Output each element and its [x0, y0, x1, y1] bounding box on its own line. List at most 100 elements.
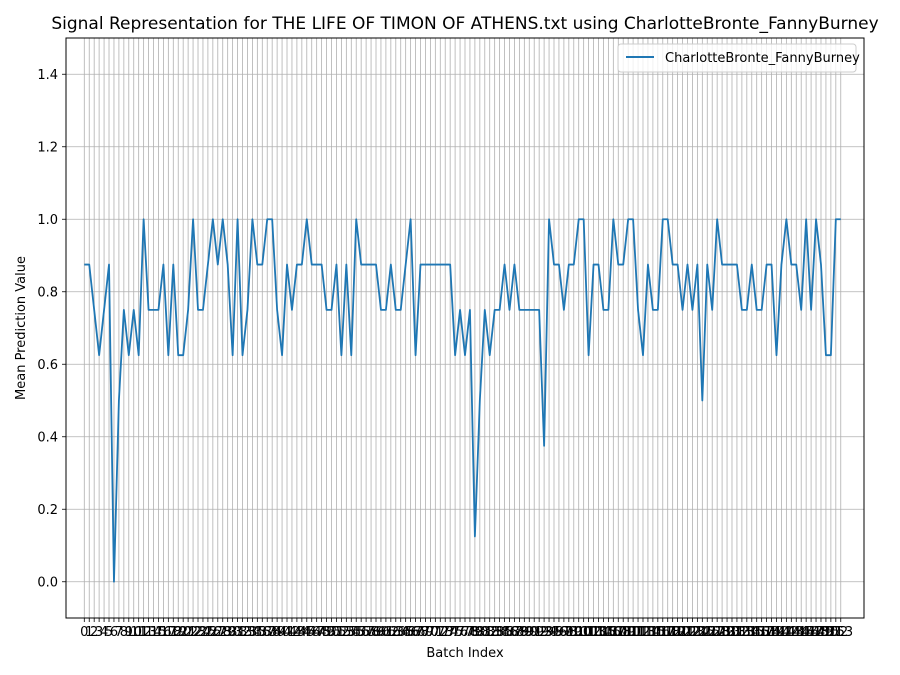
- x-tick-label: 152: [823, 625, 848, 640]
- x-tick-label: 40: [274, 625, 291, 640]
- x-tick-label: 143: [779, 625, 804, 640]
- x-tick-label: 127: [700, 625, 725, 640]
- x-tick-label: 107: [601, 625, 626, 640]
- x-tick-label: 68: [412, 625, 429, 640]
- x-tick-label: 100: [566, 625, 591, 640]
- x-tick-label: 59: [368, 625, 385, 640]
- x-tick-label: 15: [150, 625, 167, 640]
- x-tick-label: 64: [392, 625, 409, 640]
- x-tick-label: 85: [496, 625, 513, 640]
- y-tick-label: 0.6: [37, 358, 58, 373]
- x-tick-label: 58: [363, 625, 380, 640]
- x-tick-label: 23: [190, 625, 207, 640]
- x-tick-label: 142: [774, 625, 799, 640]
- x-tick-label: 133: [729, 625, 754, 640]
- x-tick-label: 43: [289, 625, 306, 640]
- x-tick-label: 97: [556, 625, 573, 640]
- x-tick-label: 78: [462, 625, 479, 640]
- x-tick-label: 17: [160, 625, 177, 640]
- x-tick-label: 96: [551, 625, 568, 640]
- x-tick-label: 8: [120, 625, 128, 640]
- x-tick-label: 41: [279, 625, 296, 640]
- x-tick-label: 45: [299, 625, 316, 640]
- x-tick-label: 151: [818, 625, 843, 640]
- x-tick-label: 82: [481, 625, 498, 640]
- x-tick-label: 47: [308, 625, 325, 640]
- x-tick-label: 92: [531, 625, 548, 640]
- x-tick-label: 153: [828, 625, 853, 640]
- x-tick-label: 29: [219, 625, 236, 640]
- x-tick-label: 128: [705, 625, 730, 640]
- x-tick-label: 88: [511, 625, 528, 640]
- y-tick-label: 0.8: [37, 285, 58, 300]
- x-tick-label: 80: [472, 625, 489, 640]
- x-tick-label: 112: [626, 625, 651, 640]
- x-tick-label: 134: [734, 625, 759, 640]
- x-tick-label: 48: [313, 625, 330, 640]
- y-tick-label: 0.4: [37, 430, 58, 445]
- x-tick-label: 129: [710, 625, 735, 640]
- x-tick-label: 38: [264, 625, 281, 640]
- x-tick-label: 53: [338, 625, 355, 640]
- x-tick-label: 73: [437, 625, 454, 640]
- x-tick-label: 54: [343, 625, 360, 640]
- x-tick-label: 103: [581, 625, 606, 640]
- x-tick-label: 36: [254, 625, 271, 640]
- axis-ticks: 0123456789101112131415161718192021222324…: [37, 68, 853, 640]
- x-tick-label: 31: [229, 625, 246, 640]
- x-tick-label: 115: [640, 625, 665, 640]
- x-tick-label: 108: [606, 625, 631, 640]
- x-tick-label: 13: [140, 625, 157, 640]
- x-tick-label: 89: [516, 625, 533, 640]
- x-tick-label: 9: [125, 625, 133, 640]
- x-tick-label: 84: [491, 625, 508, 640]
- x-tick-label: 35: [249, 625, 266, 640]
- y-tick-label: 1.4: [37, 68, 58, 83]
- x-tick-label: 139: [759, 625, 784, 640]
- x-tick-label: 55: [348, 625, 365, 640]
- x-tick-label: 0: [80, 625, 88, 640]
- x-tick-label: 138: [754, 625, 779, 640]
- x-tick-label: 77: [457, 625, 474, 640]
- x-tick-label: 121: [670, 625, 695, 640]
- x-tick-label: 91: [526, 625, 543, 640]
- x-tick-label: 72: [432, 625, 449, 640]
- legend-box: [617, 43, 857, 73]
- x-tick-label: 101: [571, 625, 596, 640]
- x-tick-label: 145: [789, 625, 814, 640]
- x-tick-label: 33: [239, 625, 256, 640]
- x-tick-label: 99: [565, 625, 582, 640]
- x-tick-label: 27: [210, 625, 227, 640]
- x-tick-label: 25: [200, 625, 217, 640]
- x-tick-label: 124: [685, 625, 710, 640]
- x-tick-label: 14: [145, 625, 162, 640]
- x-tick-label: 137: [749, 625, 774, 640]
- x-tick-label: 131: [720, 625, 745, 640]
- x-tick-label: 90: [521, 625, 538, 640]
- x-tick-label: 146: [794, 625, 819, 640]
- x-tick-label: 140: [764, 625, 789, 640]
- x-tick-label: 141: [769, 625, 794, 640]
- x-tick-label: 117: [650, 625, 675, 640]
- x-tick-label: 93: [536, 625, 553, 640]
- x-axis-title: Batch Index: [426, 646, 504, 661]
- x-tick-label: 111: [621, 625, 646, 640]
- chart-title: Signal Representation for THE LIFE OF TI…: [51, 14, 878, 34]
- x-tick-label: 110: [616, 625, 641, 640]
- x-tick-label: 57: [358, 625, 375, 640]
- x-tick-label: 22: [185, 625, 202, 640]
- x-tick-label: 6: [110, 625, 118, 640]
- x-tick-label: 136: [744, 625, 769, 640]
- x-tick-label: 63: [388, 625, 405, 640]
- x-tick-label: 30: [224, 625, 241, 640]
- x-tick-label: 5: [105, 625, 113, 640]
- x-tick-label: 144: [784, 625, 809, 640]
- x-tick-label: 94: [541, 625, 558, 640]
- x-tick-label: 56: [353, 625, 370, 640]
- x-tick-label: 49: [318, 625, 335, 640]
- x-tick-label: 7: [115, 625, 123, 640]
- x-tick-label: 109: [611, 625, 636, 640]
- grid: [66, 38, 864, 618]
